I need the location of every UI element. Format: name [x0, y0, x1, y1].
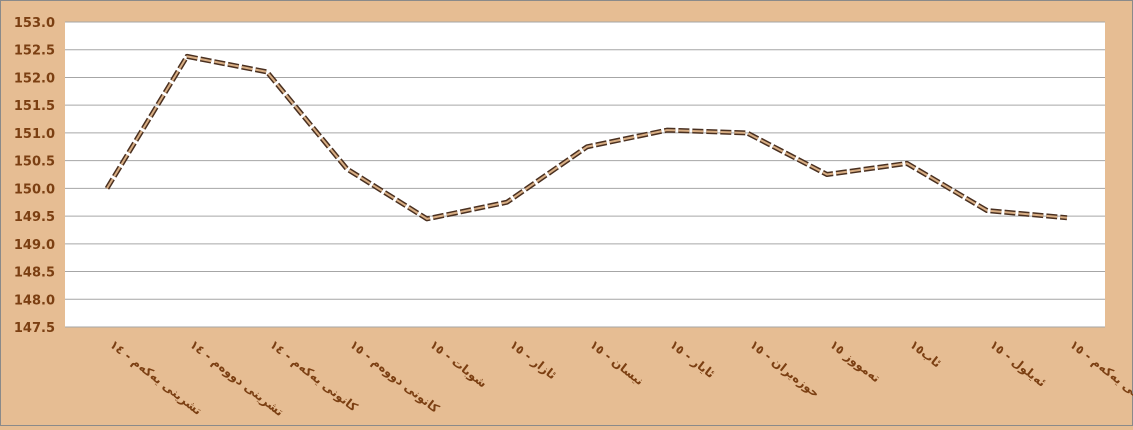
- y-tick-label: 151.0: [14, 127, 55, 142]
- y-tick-label: 150.5: [14, 155, 55, 170]
- plot-area: [65, 22, 1105, 327]
- y-tick-label: 150.0: [14, 182, 55, 197]
- y-tick-label: 149.0: [14, 238, 55, 253]
- y-tick-label: 148.5: [14, 266, 55, 281]
- y-tick-label: 149.5: [14, 210, 55, 225]
- y-tick-label: 152.0: [14, 71, 55, 86]
- y-tick-label: 147.5: [14, 321, 55, 336]
- y-tick-label: 152.5: [14, 44, 55, 59]
- y-tick-label: 148.0: [14, 293, 55, 308]
- y-tick-label: 153.0: [14, 16, 55, 31]
- y-tick-label: 151.5: [14, 99, 55, 114]
